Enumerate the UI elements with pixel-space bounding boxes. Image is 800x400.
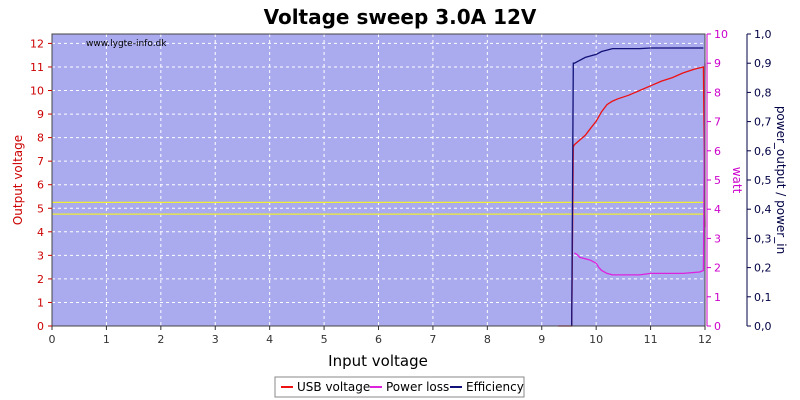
y-left-tick-label: 8 [37,132,44,145]
x-tick-label: 6 [375,333,382,346]
y-left-tick-label: 9 [37,108,44,121]
y-left-tick-label: 2 [37,273,44,286]
y-right-efficiency-tick-label: 0,1 [754,291,772,304]
x-tick-label: 0 [49,333,56,346]
watermark-text: www.lygte-info.dk [86,39,167,49]
y-right-watt-tick-label: 3 [714,232,721,245]
y-right-efficiency-tick-label: 0,7 [754,116,772,129]
x-tick-label: 3 [212,333,219,346]
x-axis: 0 1 2 3 4 5 6 7 8 9 10 11 12 [49,326,712,346]
chart-title: Voltage sweep 3.0A 12V [264,5,537,29]
x-tick-label: 7 [429,333,436,346]
y-right-efficiency-tick-label: 0,0 [754,320,772,333]
y-right-watt-tick-label: 0 [714,320,721,333]
y-left-tick-label: 5 [37,202,44,215]
y-left-tick-label: 4 [37,226,44,239]
y-right-efficiency-tick-label: 0,6 [754,145,772,158]
y-left-tick-label: 1 [37,296,44,309]
y-left-tick-label: 12 [30,37,44,50]
y-right-watt-tick-label: 2 [714,262,721,275]
y-axis-right-efficiency: 0,0 0,1 0,2 0,3 0,4 0,5 0,6 0,7 0,8 0,9 1,0 [746,28,772,333]
reference-lines [52,201,705,215]
x-tick-label: 11 [644,333,658,346]
y-right-efficiency-tick-label: 1,0 [754,28,772,41]
legend-efficiency-label: Efficiency [466,380,524,394]
y-right-watt-tick-label: 1 [714,291,721,304]
legend-box [274,376,525,398]
x-tick-label: 10 [589,333,603,346]
legend: USB voltage Power loss Efficiency [274,376,525,398]
y-axis-right-watt-label: watt [730,167,744,194]
x-tick-label: 8 [484,333,491,346]
y-right-efficiency-tick-label: 0,8 [754,86,772,99]
x-tick-label: 4 [266,333,273,346]
y-left-tick-label: 3 [37,249,44,262]
y-right-watt-tick-label: 6 [714,145,721,158]
efficiency-line [571,47,704,327]
y-right-watt-tick-label: 9 [714,57,721,70]
x-tick-label: 9 [538,333,545,346]
y-left-tick-label: 6 [37,179,44,192]
y-axis-right-watt: 0 1 2 3 4 5 6 7 8 9 10 [706,28,728,333]
y-right-efficiency-tick-label: 0,5 [754,174,772,187]
y-axis-right-efficiency-label: power_output / power_in [774,106,788,254]
y-right-efficiency-tick-label: 0,9 [754,57,772,70]
x-tick-label: 5 [321,333,328,346]
y-right-watt-tick-label: 10 [714,28,728,41]
power-loss-line [574,63,706,276]
y-right-watt-tick-label: 4 [714,203,721,216]
y-right-watt-tick-label: 5 [714,174,721,187]
data-series [558,47,706,327]
legend-power-loss-label: Power loss [386,380,449,394]
y-left-tick-label: 7 [37,155,44,168]
y-left-tick-label: 10 [30,85,44,98]
legend-usb-voltage-label: USB voltage [297,380,370,394]
y-right-efficiency-tick-label: 0,4 [754,203,772,216]
y-right-watt-tick-label: 7 [714,116,721,129]
y-right-efficiency-tick-label: 0,2 [754,262,772,275]
y-axis-left-label: Output voltage [11,135,25,225]
y-right-watt-tick-label: 8 [714,86,721,99]
x-axis-label: Input voltage [328,352,428,370]
x-tick-label: 12 [698,333,712,346]
y-left-tick-label: 0 [37,320,44,333]
y-left-tick-label: 11 [30,61,44,74]
y-right-efficiency-tick-label: 0,3 [754,232,772,245]
x-tick-label: 2 [157,333,164,346]
usb-voltage-line [558,66,706,327]
x-tick-label: 1 [103,333,110,346]
